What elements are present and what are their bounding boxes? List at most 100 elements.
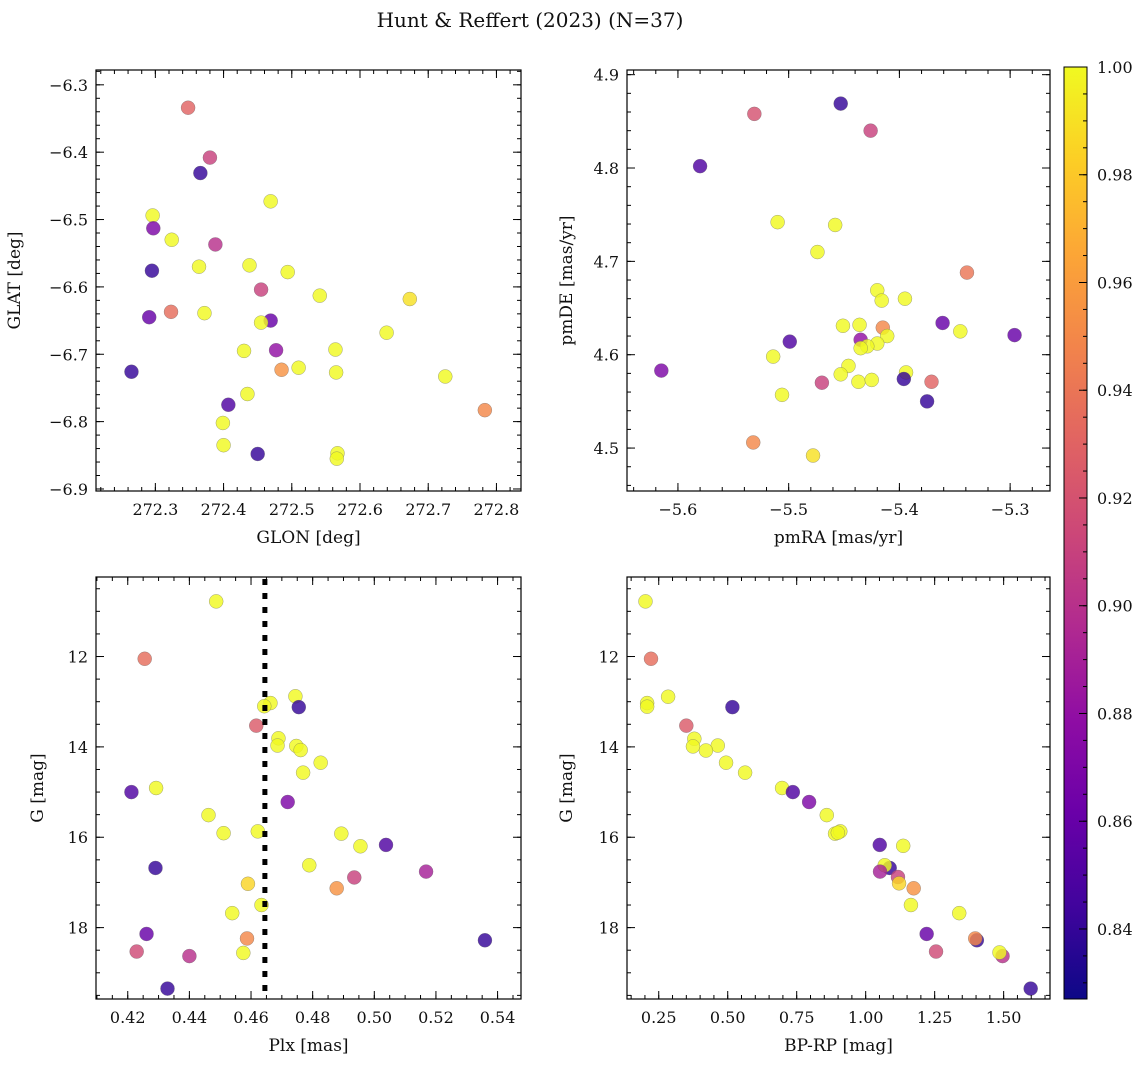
data-point (992, 945, 1007, 960)
data-point (329, 451, 345, 466)
y-tick-label: 4.6 (594, 346, 619, 365)
data-point (250, 446, 265, 462)
scatter-panel-4: 0.25 0.50 0.75 1.00 1.25 1.50 12 14 16 18 BP-RP [m… (557, 576, 1051, 1056)
data-point (438, 369, 453, 384)
data-point (891, 876, 907, 891)
data-point (654, 363, 669, 378)
data-point (737, 765, 753, 780)
data-point (919, 926, 934, 942)
data-point (851, 374, 866, 390)
colorbar-tick-label: 0.86 (1097, 812, 1133, 831)
data-point (477, 933, 493, 948)
data-point (329, 881, 344, 896)
data-point (334, 826, 349, 841)
points (124, 594, 493, 996)
data-point (146, 221, 161, 236)
points (124, 100, 493, 466)
data-point (897, 291, 913, 306)
data-point (270, 738, 285, 753)
x-tick-label: 272.3 (132, 500, 178, 519)
x-tick-label: 272.4 (201, 500, 247, 519)
data-point (302, 858, 317, 873)
x-tick-label: 0.25 (641, 1008, 677, 1027)
data-point (242, 258, 257, 273)
x-tick-label: 272.7 (405, 500, 451, 519)
data-point (1023, 981, 1038, 996)
data-point (853, 340, 868, 356)
data-point (959, 265, 975, 280)
data-point (906, 881, 921, 896)
data-point (864, 372, 879, 388)
data-point (312, 288, 328, 303)
data-point (785, 784, 801, 800)
data-point (477, 402, 493, 418)
data-point (835, 318, 851, 334)
y-axis-label: GLAT [deg] (5, 231, 25, 329)
scatter-panel-1: 272.3 272.4 272.5 272.6 272.7 272.8 −6.3 −6.4 −6… (5, 69, 522, 548)
x-tick-label: 1.00 (848, 1008, 884, 1027)
ticks (96, 70, 521, 491)
data-point (215, 415, 231, 431)
y-tick-label: −6.8 (49, 413, 88, 432)
data-point (182, 948, 197, 964)
data-point (874, 293, 889, 308)
y-axis-label: G [mag] (28, 753, 48, 822)
data-point (268, 342, 284, 358)
data-point (814, 375, 830, 390)
data-point (139, 926, 154, 942)
data-point (274, 362, 289, 378)
y-tick-label: 4.5 (594, 439, 619, 458)
data-point (819, 807, 835, 823)
x-tick-label: 0.42 (110, 1008, 146, 1027)
data-point (353, 839, 368, 854)
x-axis-label: pmRA [mas/yr] (774, 528, 903, 548)
data-point (148, 780, 164, 796)
y-tick-label: −6.7 (49, 345, 88, 364)
data-point (160, 981, 175, 996)
data-point (852, 317, 867, 333)
data-point (935, 315, 950, 331)
x-axis-label: GLON [deg] (256, 528, 360, 548)
data-point (698, 743, 714, 758)
x-tick-label: 1.25 (917, 1008, 953, 1027)
data-point (293, 742, 308, 758)
data-point (249, 718, 264, 733)
x-tick-label: 0.50 (356, 1008, 392, 1027)
data-point (638, 594, 653, 609)
data-point (124, 364, 139, 380)
data-point (895, 838, 911, 854)
y-tick-label: 18 (599, 919, 619, 938)
axes-frame (626, 576, 1051, 1000)
x-tick-label: 0.75 (779, 1008, 815, 1027)
points (654, 96, 1022, 463)
colorbar-tick-label: 0.84 (1097, 920, 1133, 939)
colorbar: 0.84 0.86 0.88 0.90 0.92 0.94 0.96 0.98 1.00 (1063, 58, 1133, 1000)
data-point (141, 309, 157, 325)
data-point (197, 305, 212, 321)
data-point (418, 864, 434, 879)
data-point (679, 718, 694, 733)
data-point (863, 123, 878, 138)
data-point (805, 448, 821, 463)
y-tick-label: −6.4 (49, 143, 88, 162)
data-point (216, 825, 231, 841)
data-point (137, 651, 152, 667)
data-point (148, 860, 163, 876)
data-point (240, 386, 255, 402)
y-tick-label: −6.5 (49, 211, 88, 230)
data-point (193, 165, 208, 181)
data-point (872, 837, 888, 853)
data-point (903, 897, 919, 913)
x-tick-label: 272.5 (269, 500, 315, 519)
data-point (208, 237, 223, 252)
y-tick-label: 14 (68, 738, 88, 757)
data-point (919, 394, 935, 409)
axes-frame (626, 69, 1051, 492)
y-tick-label: 12 (68, 648, 88, 667)
scatter-panel-3: 0.42 0.44 0.46 0.48 0.50 0.52 0.54 12 14 16 18 Plx … (28, 576, 522, 1056)
data-point (928, 944, 944, 959)
scatter-panel-2: −5.6 −5.5 −5.4 −5.3 4.5 4.6 4.7 4.8 4.9 pmRA [mas… (557, 66, 1051, 548)
data-point (402, 291, 418, 307)
data-point (145, 208, 160, 223)
data-point (124, 784, 139, 800)
